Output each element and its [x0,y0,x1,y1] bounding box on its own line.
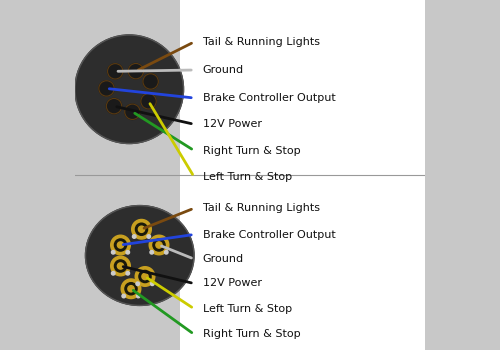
Circle shape [108,64,123,79]
Circle shape [114,260,126,272]
Circle shape [136,282,140,286]
Circle shape [142,273,148,280]
Circle shape [143,74,158,89]
FancyBboxPatch shape [180,0,425,350]
Circle shape [112,251,115,254]
Circle shape [147,235,150,238]
Circle shape [164,251,168,254]
Circle shape [99,81,114,96]
Circle shape [132,235,136,238]
Circle shape [118,242,124,248]
Text: Left Turn & Stop: Left Turn & Stop [203,304,292,314]
Circle shape [136,223,147,235]
Circle shape [106,98,122,114]
Circle shape [135,267,155,286]
Circle shape [149,235,169,255]
Ellipse shape [86,205,194,306]
Text: 12V Power: 12V Power [203,119,262,129]
Circle shape [75,35,184,144]
Text: Left Turn & Stop: Left Turn & Stop [203,172,292,182]
Circle shape [153,239,165,251]
Circle shape [121,279,141,299]
Text: 12V Power: 12V Power [203,279,262,288]
Circle shape [141,93,156,109]
Circle shape [126,272,130,275]
Circle shape [126,251,130,254]
Circle shape [150,251,154,254]
Circle shape [132,219,152,239]
Circle shape [124,104,140,119]
Circle shape [118,263,124,269]
Circle shape [128,63,144,79]
Text: Brake Controller Output: Brake Controller Output [203,230,336,239]
Circle shape [112,272,115,275]
Circle shape [110,256,130,276]
Text: Right Turn & Stop: Right Turn & Stop [203,329,300,339]
Circle shape [114,239,126,251]
Circle shape [110,235,130,255]
Text: Right Turn & Stop: Right Turn & Stop [203,146,300,155]
Circle shape [156,242,162,248]
Text: Ground: Ground [203,65,244,75]
Circle shape [128,286,134,292]
Circle shape [125,283,137,295]
Circle shape [139,271,151,282]
Text: Ground: Ground [203,254,244,264]
Text: Tail & Running Lights: Tail & Running Lights [203,203,320,213]
Circle shape [122,294,126,298]
Text: Brake Controller Output: Brake Controller Output [203,93,336,103]
Text: Tail & Running Lights: Tail & Running Lights [203,37,320,47]
Circle shape [138,226,144,232]
Circle shape [150,282,154,286]
Circle shape [136,294,140,298]
